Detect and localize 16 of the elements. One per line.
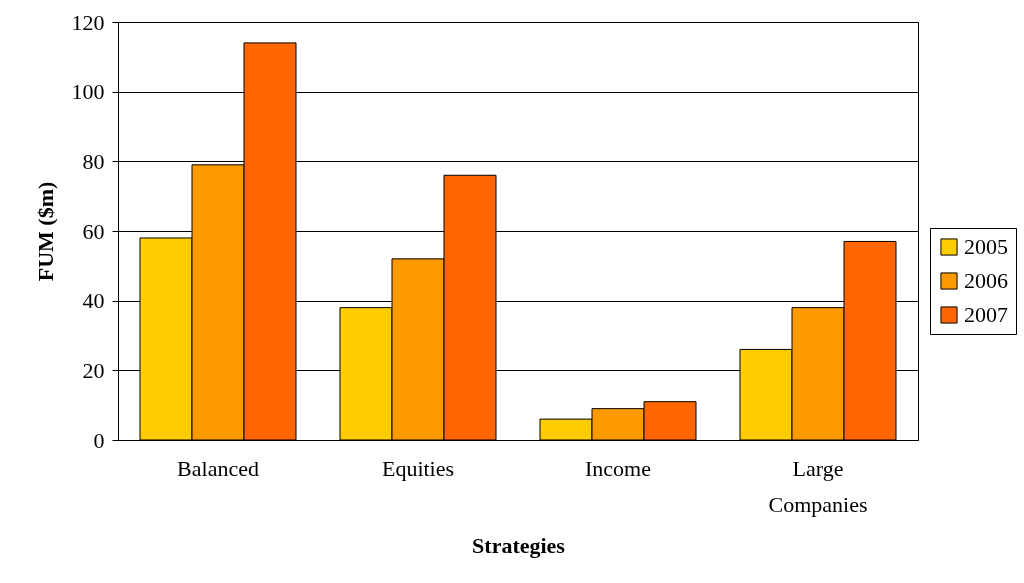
legend-label: 2005 bbox=[964, 234, 1008, 259]
y-tick-label: 120 bbox=[71, 9, 105, 35]
y-tick-label: 40 bbox=[82, 288, 105, 314]
x-tick-label: Large Companies bbox=[768, 455, 868, 517]
x-tick-label: Income bbox=[585, 455, 651, 481]
y-tick-label: 80 bbox=[82, 148, 105, 174]
legend-label: 2006 bbox=[964, 268, 1008, 293]
y-tick-label: 20 bbox=[82, 357, 105, 383]
y-tick-label: 60 bbox=[82, 218, 105, 244]
x-tick-label: Equities bbox=[381, 455, 455, 481]
x-axis-title: Strategies bbox=[472, 532, 566, 558]
y-tick-label: 100 bbox=[71, 79, 105, 105]
legend-label: 2007 bbox=[964, 302, 1008, 327]
y-tick-label: 0 bbox=[93, 427, 105, 453]
x-tick-label: Balanced bbox=[177, 455, 259, 481]
y-axis-title: FUM ($m) bbox=[32, 181, 58, 282]
